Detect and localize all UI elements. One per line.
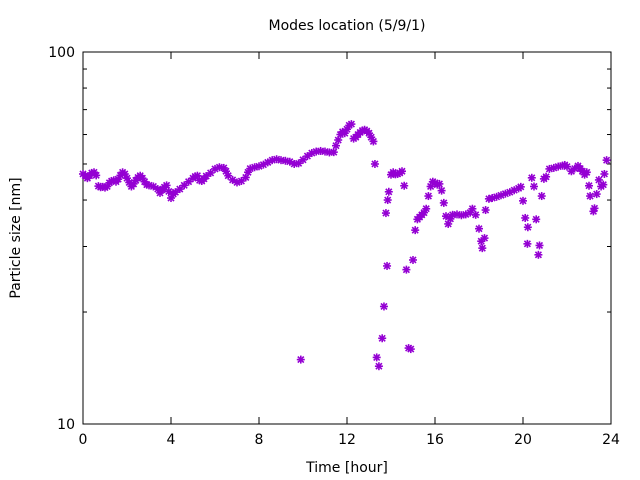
- x-tick-label: 4: [167, 432, 176, 448]
- data-point: [600, 169, 609, 178]
- y-tick-label: 100: [48, 45, 75, 61]
- data-point: [384, 187, 393, 196]
- data-point: [202, 172, 211, 181]
- data-point: [411, 226, 420, 235]
- data-point: [437, 186, 446, 195]
- data-point: [585, 181, 593, 190]
- x-axis-label: Time [hour]: [305, 460, 388, 476]
- data-point: [532, 215, 541, 224]
- data-point: [381, 209, 390, 218]
- data-point: [590, 204, 599, 213]
- data-point: [516, 182, 525, 191]
- data-point: [422, 204, 431, 213]
- data-point: [378, 334, 387, 343]
- data-point: [383, 196, 392, 205]
- data-point: [527, 173, 536, 182]
- x-tick-label: 12: [338, 432, 356, 448]
- x-tick-label: 8: [255, 432, 264, 448]
- data-point: [379, 302, 388, 311]
- data-point: [369, 137, 378, 146]
- data-point: [481, 206, 490, 215]
- y-axis-label: Particle size [nm]: [8, 177, 24, 298]
- data-point: [542, 172, 551, 181]
- data-point: [329, 148, 338, 157]
- data-point: [303, 152, 312, 161]
- data-point: [519, 196, 527, 205]
- x-tick-label: 20: [514, 432, 532, 448]
- data-point: [592, 190, 601, 199]
- data-point: [299, 155, 307, 164]
- plot-border: [82, 51, 612, 425]
- data-point: [334, 136, 343, 145]
- data-point: [468, 204, 477, 213]
- data-point: [478, 244, 487, 253]
- data-point: [383, 261, 392, 270]
- data-point: [439, 198, 448, 207]
- data-point: [535, 241, 544, 250]
- x-tick-label: 24: [602, 432, 620, 448]
- chart-title: Modes location (5/9/1): [269, 18, 426, 34]
- y-tick-label: 10: [57, 417, 75, 433]
- x-tick-label: 16: [426, 432, 444, 448]
- data-point: [602, 156, 611, 165]
- data-point: [92, 171, 101, 180]
- y-tick-labels: 10 100: [48, 45, 75, 433]
- data-point: [523, 239, 532, 248]
- data-point: [400, 181, 409, 190]
- data-point: [586, 192, 595, 201]
- data-point: [435, 179, 444, 188]
- x-tick-labels: 0 4 8 12 16 20 24: [79, 432, 620, 448]
- data-point: [599, 180, 608, 189]
- data-point: [406, 345, 415, 354]
- data-point: [521, 213, 530, 222]
- data-point: [424, 192, 433, 201]
- data-point: [402, 265, 411, 274]
- data-point: [537, 192, 546, 201]
- data-point: [162, 181, 171, 190]
- data-point: [475, 224, 483, 233]
- data-point: [171, 188, 180, 197]
- data-point: [523, 223, 532, 232]
- data-point: [409, 255, 417, 264]
- data-point: [374, 362, 383, 371]
- data-point: [347, 120, 356, 129]
- data-point: [398, 167, 406, 176]
- axis-ticks: [82, 51, 612, 425]
- data-point: [164, 187, 173, 196]
- x-tick-label: 0: [79, 432, 88, 448]
- data-point: [480, 234, 489, 243]
- data-point: [372, 353, 381, 362]
- data-point: [370, 159, 379, 168]
- data-points: [79, 120, 611, 371]
- data-point: [530, 182, 538, 191]
- data-point: [471, 210, 480, 219]
- data-point: [534, 250, 543, 259]
- data-point: [296, 355, 305, 364]
- data-point: [582, 168, 591, 177]
